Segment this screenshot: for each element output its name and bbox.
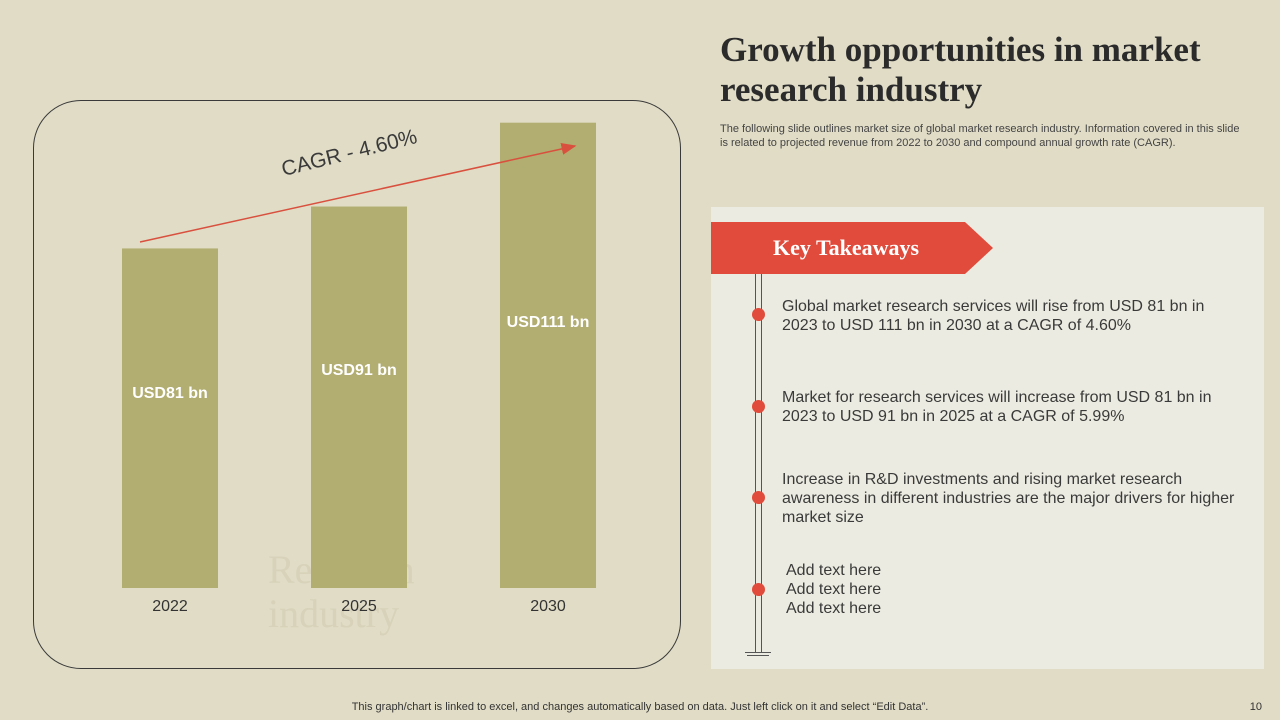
x-tick-label: 2022: [152, 598, 188, 615]
placeholder-text[interactable]: Add text here: [786, 600, 882, 617]
placeholder-text[interactable]: Add text here: [786, 562, 882, 579]
takeaway-item: Market for research services will increa…: [782, 389, 1212, 425]
placeholder-text[interactable]: Add text here: [786, 581, 882, 598]
bar-data-label: USD111 bn: [506, 313, 590, 331]
timeline-base: [745, 652, 771, 653]
chart-panel[interactable]: [33, 100, 681, 669]
page-title: Growth opportunities in market research …: [720, 30, 1201, 109]
takeaway-item: Global market research services will ris…: [782, 298, 1205, 334]
timeline-line: [755, 274, 756, 652]
bar-2030[interactable]: [500, 122, 596, 589]
cagr-trend-arrow: [139, 143, 577, 243]
takeaway-item: Increase in R&D investments and rising m…: [782, 471, 1235, 526]
timeline-dot: [752, 491, 765, 504]
bar-data-label: USD81 bn: [132, 385, 208, 403]
x-tick-label: 2030: [530, 598, 566, 615]
timeline-dot: [752, 583, 765, 596]
key-takeaways-panel: Key Takeaways Global market research ser…: [711, 207, 1264, 669]
bar-chart[interactable]: [0, 0, 700, 680]
timeline-base: [747, 655, 769, 656]
footer-note: This graph/chart is linked to excel, and…: [351, 701, 929, 713]
x-tick-label: 2025: [341, 598, 377, 615]
page-number: 10: [1249, 701, 1262, 713]
bar-2025[interactable]: [311, 206, 407, 588]
timeline-dot: [752, 308, 765, 321]
bar-2022[interactable]: [122, 248, 218, 588]
timeline-dot: [752, 400, 765, 413]
page-subtitle: The following slide outlines market size…: [720, 123, 1240, 149]
key-takeaways-banner: Key Takeaways: [711, 222, 993, 274]
timeline-line: [761, 274, 762, 652]
bar-data-label: USD91 bn: [321, 361, 397, 379]
